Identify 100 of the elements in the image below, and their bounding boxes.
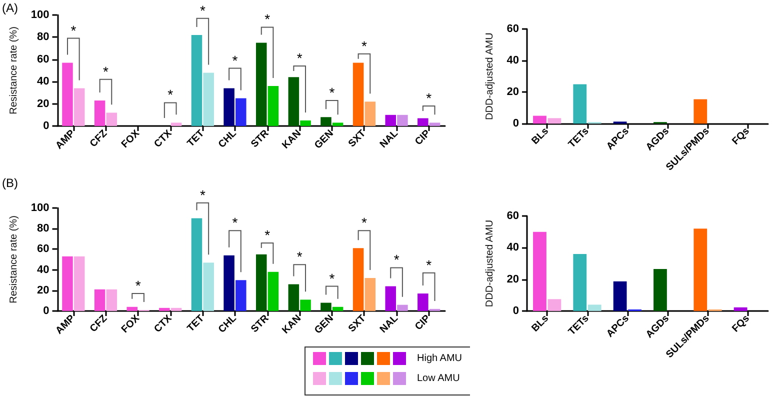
annotation: * bbox=[200, 2, 206, 18]
y-tick-label: 20 bbox=[37, 284, 50, 296]
x-tick-label: TET bbox=[185, 313, 207, 334]
text: * bbox=[200, 186, 206, 203]
bar bbox=[320, 302, 332, 311]
x-tick-label: CHL bbox=[216, 313, 239, 336]
annotation: * bbox=[102, 63, 109, 80]
bar bbox=[429, 122, 440, 126]
bar bbox=[397, 114, 408, 126]
y-tick-label: 20 bbox=[37, 98, 50, 110]
y-axis-title: DDD-adjusted AMU bbox=[484, 220, 496, 308]
annotation: * bbox=[394, 252, 400, 268]
y-tick-label: 20 bbox=[506, 86, 519, 98]
bar bbox=[613, 281, 627, 311]
y-tick-label: 60 bbox=[37, 243, 50, 256]
annotation: * bbox=[361, 38, 368, 54]
bar bbox=[352, 248, 364, 311]
annotation: * bbox=[232, 214, 238, 231]
annotation: * bbox=[232, 52, 238, 68]
x-tick-label: BLs bbox=[530, 125, 552, 147]
x-tick-label: FQs bbox=[730, 312, 752, 335]
bar bbox=[94, 100, 106, 126]
bar bbox=[224, 255, 234, 311]
bar bbox=[734, 307, 748, 311]
x-tick-label: NAL bbox=[378, 128, 400, 150]
annotation: * bbox=[329, 84, 336, 100]
legend-label: Low AMU bbox=[417, 373, 460, 384]
y-axis-title: Resistance rate (%) bbox=[8, 26, 20, 114]
text: (A) bbox=[2, 1, 18, 15]
bar bbox=[300, 300, 311, 311]
bar bbox=[654, 269, 667, 311]
bar bbox=[256, 42, 267, 126]
y-tick-label: 60 bbox=[506, 210, 519, 222]
bar bbox=[288, 284, 300, 311]
bar bbox=[364, 102, 376, 126]
y-tick-label: 0 bbox=[512, 118, 519, 130]
y-tick-label: 100 bbox=[30, 9, 50, 21]
bar bbox=[320, 117, 332, 126]
bar bbox=[548, 118, 562, 124]
bar bbox=[418, 293, 428, 311]
y-tick-label: 60 bbox=[37, 53, 50, 66]
annotation: * bbox=[426, 256, 432, 273]
bar bbox=[236, 98, 246, 126]
bar bbox=[74, 256, 85, 311]
y-axis-title: Resistance rate (%) bbox=[8, 216, 20, 304]
x-tick-label: STR bbox=[249, 128, 272, 150]
bar bbox=[256, 254, 267, 311]
annotation: * bbox=[426, 90, 432, 106]
x-tick-label: CIP bbox=[413, 312, 433, 333]
bar bbox=[268, 272, 279, 311]
y-tick-label: 40 bbox=[506, 54, 519, 67]
y-tick-label: 0 bbox=[43, 120, 50, 132]
y-tick-label: 80 bbox=[37, 222, 50, 235]
bar bbox=[170, 308, 182, 311]
y-tick-label: 80 bbox=[37, 31, 50, 44]
bar bbox=[106, 289, 118, 311]
legend-label: High AMU bbox=[417, 353, 462, 364]
bar bbox=[533, 232, 546, 311]
bar bbox=[385, 114, 396, 126]
annotation: * bbox=[264, 11, 271, 28]
bar bbox=[170, 122, 182, 126]
bar bbox=[203, 262, 214, 311]
y-tick-label: 40 bbox=[506, 242, 519, 254]
y-axis-title: DDD-adjusted AMU bbox=[484, 32, 496, 120]
x-tick-label: FQs bbox=[730, 125, 752, 148]
x-tick-label: CIP bbox=[413, 128, 433, 148]
x-tick-label: TET bbox=[185, 128, 207, 150]
bar bbox=[62, 256, 73, 311]
bar bbox=[94, 289, 106, 311]
bar bbox=[352, 62, 364, 126]
x-tick-label: BLs bbox=[530, 312, 552, 334]
bar bbox=[573, 254, 587, 311]
annotation: * bbox=[135, 277, 142, 294]
text: (B) bbox=[2, 176, 18, 190]
bar bbox=[588, 304, 602, 311]
x-tick-label: STR bbox=[249, 313, 272, 336]
y-tick-label: 60 bbox=[506, 23, 519, 35]
annotation: * bbox=[296, 248, 303, 265]
bar bbox=[159, 308, 170, 311]
bar bbox=[191, 218, 202, 311]
annotation: * bbox=[329, 270, 336, 286]
bar bbox=[332, 122, 344, 126]
annotation: * bbox=[361, 214, 368, 231]
annotation: * bbox=[296, 50, 303, 66]
y-tick-label: 0 bbox=[512, 305, 519, 317]
y-tick-label: 40 bbox=[37, 264, 50, 276]
x-tick-label: NAL bbox=[378, 313, 400, 336]
x-tick-label: CFZ bbox=[88, 128, 110, 150]
bar bbox=[385, 286, 396, 311]
bar bbox=[62, 62, 73, 126]
bar bbox=[364, 278, 376, 311]
bar bbox=[548, 299, 562, 311]
bar bbox=[418, 118, 428, 126]
bar bbox=[694, 228, 708, 311]
bar bbox=[573, 84, 587, 124]
bar bbox=[288, 77, 300, 126]
bar bbox=[126, 306, 138, 311]
bar bbox=[397, 304, 408, 311]
annotation: * bbox=[70, 22, 77, 38]
bar bbox=[236, 280, 246, 311]
